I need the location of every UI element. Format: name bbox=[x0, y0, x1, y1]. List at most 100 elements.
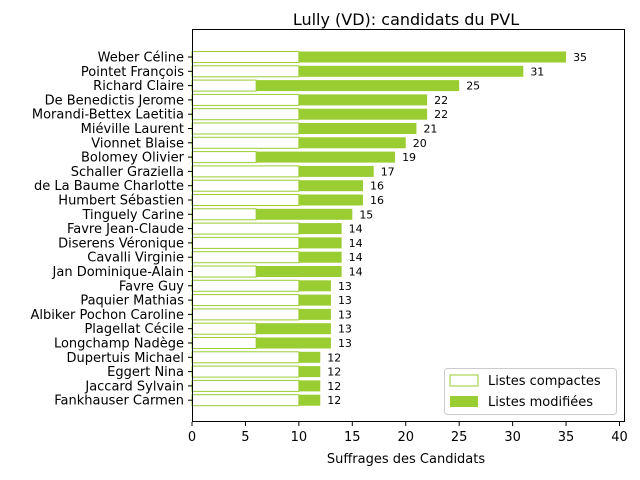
bar-compactes bbox=[191, 122, 300, 135]
value-label: 31 bbox=[530, 65, 544, 78]
y-tick-label: Bolomey Olivier bbox=[81, 151, 185, 166]
bar-modifiees bbox=[298, 380, 321, 392]
y-tick-label: Cavalli Virginie bbox=[87, 251, 184, 266]
bars-layer bbox=[191, 51, 567, 407]
y-tick-label: Jan Dominique-Alain bbox=[52, 265, 184, 280]
value-label: 14 bbox=[349, 251, 363, 264]
bar-compactes bbox=[191, 279, 300, 292]
chart-title: Lully (VD): candidats du PVL bbox=[293, 10, 519, 29]
y-tick-label: Longchamp Nadège bbox=[54, 337, 184, 352]
bar-compactes bbox=[191, 308, 300, 321]
y-tick-label: Dupertuis Michael bbox=[67, 351, 185, 366]
y-tick-label: Humbert Sébastien bbox=[58, 194, 184, 209]
bar-modifiees bbox=[298, 194, 363, 206]
y-tick-label: Jaccard Sylvain bbox=[84, 379, 184, 394]
x-axis-ticks: 0 5 10 15 20 25 30 35 40 bbox=[188, 422, 628, 445]
value-label: 12 bbox=[327, 366, 341, 379]
bar-modifiees bbox=[298, 94, 428, 106]
bar-modifiees bbox=[298, 237, 342, 249]
bar-compactes bbox=[191, 194, 300, 206]
bar-compactes bbox=[191, 165, 300, 178]
y-tick-label: Morandi-Bettex Laetitia bbox=[32, 108, 184, 123]
bar-modifiees bbox=[298, 51, 567, 63]
value-label: 21 bbox=[423, 123, 437, 136]
y-tick-label: Plagellat Cécile bbox=[84, 322, 184, 337]
bar-modifiees bbox=[298, 294, 331, 306]
bar-modifiees bbox=[298, 108, 428, 120]
bar-compactes bbox=[191, 265, 257, 278]
value-label: 12 bbox=[327, 380, 341, 393]
bar-compactes bbox=[191, 208, 257, 221]
value-label: 19 bbox=[402, 151, 416, 164]
bar-modifiees bbox=[256, 208, 353, 220]
bar-modifiees bbox=[298, 308, 331, 320]
bar-modifiees bbox=[256, 151, 396, 163]
value-label: 14 bbox=[349, 266, 363, 279]
value-label: 16 bbox=[370, 194, 384, 207]
bar-compactes bbox=[191, 222, 300, 235]
y-tick-label: Vionnet Blaise bbox=[91, 136, 184, 151]
y-tick-label: Albiker Pochon Caroline bbox=[31, 308, 184, 323]
x-tick-label: 30 bbox=[504, 430, 521, 445]
y-tick-label: Eggert Nina bbox=[107, 365, 184, 380]
bar-modifiees bbox=[298, 223, 342, 235]
x-tick-label: 10 bbox=[291, 430, 308, 445]
bar-modifiees bbox=[298, 137, 406, 149]
legend-box bbox=[444, 368, 617, 415]
bar-modifiees bbox=[298, 165, 374, 177]
legend-label-compactes: Listes compactes bbox=[488, 374, 601, 389]
bar-compactes bbox=[191, 394, 300, 407]
bar-compactes bbox=[191, 136, 300, 149]
value-label: 12 bbox=[327, 394, 341, 407]
bar-compactes bbox=[191, 93, 300, 106]
y-tick-label: Tinguely Carine bbox=[81, 208, 184, 223]
bar-compactes bbox=[191, 51, 300, 63]
bar-modifiees bbox=[298, 280, 331, 292]
x-tick-label: 40 bbox=[611, 430, 628, 445]
bar-compactes bbox=[191, 151, 257, 164]
value-label: 13 bbox=[338, 323, 352, 336]
legend-swatch-modifiees bbox=[450, 396, 478, 407]
value-label: 20 bbox=[413, 137, 427, 150]
value-label: 22 bbox=[434, 94, 448, 107]
bar-modifiees bbox=[298, 180, 363, 192]
y-tick-label: Richard Claire bbox=[93, 79, 184, 94]
bar-compactes bbox=[191, 379, 300, 392]
y-tick-label: Paquier Mathias bbox=[80, 294, 184, 309]
bar-modifiees bbox=[298, 251, 342, 263]
bar-compactes bbox=[191, 322, 257, 335]
bar-modifiees bbox=[256, 266, 342, 277]
value-label: 22 bbox=[434, 108, 448, 121]
y-tick-label: Weber Céline bbox=[98, 51, 184, 66]
x-tick-label: 5 bbox=[241, 430, 249, 445]
y-tick-label: Miéville Laurent bbox=[81, 122, 184, 137]
bar-compactes bbox=[191, 79, 257, 92]
bar-compactes bbox=[191, 251, 300, 264]
x-tick-label: 20 bbox=[397, 430, 414, 445]
bar-compactes bbox=[191, 65, 300, 78]
plot-frame bbox=[192, 29, 625, 422]
value-labels: 3531252222212019171616151414141413131313… bbox=[327, 51, 587, 407]
y-tick-label: Fankhauser Carmen bbox=[54, 394, 184, 409]
value-label: 14 bbox=[349, 237, 363, 250]
value-label: 15 bbox=[359, 208, 373, 221]
value-label: 13 bbox=[338, 308, 352, 321]
bar-modifiees bbox=[298, 394, 321, 406]
value-label: 12 bbox=[327, 351, 341, 364]
y-tick-label: de La Baume Charlotte bbox=[34, 179, 184, 194]
bar-modifiees bbox=[256, 337, 331, 349]
legend-label-modifiees: Listes modifiées bbox=[488, 395, 593, 410]
y-tick-label: Favre Guy bbox=[119, 279, 184, 294]
legend-swatch-compactes bbox=[449, 374, 479, 387]
x-tick-label: 25 bbox=[451, 430, 468, 445]
bar-compactes bbox=[191, 236, 300, 249]
value-label: 14 bbox=[349, 223, 363, 236]
bar-compactes bbox=[191, 365, 300, 378]
value-label: 35 bbox=[573, 51, 587, 64]
bar-modifiees bbox=[256, 323, 331, 335]
x-tick-label: 0 bbox=[188, 430, 196, 445]
x-tick-label: 35 bbox=[558, 430, 575, 445]
value-label: 13 bbox=[338, 294, 352, 307]
y-tick-label: Favre Jean-Claude bbox=[67, 222, 184, 237]
